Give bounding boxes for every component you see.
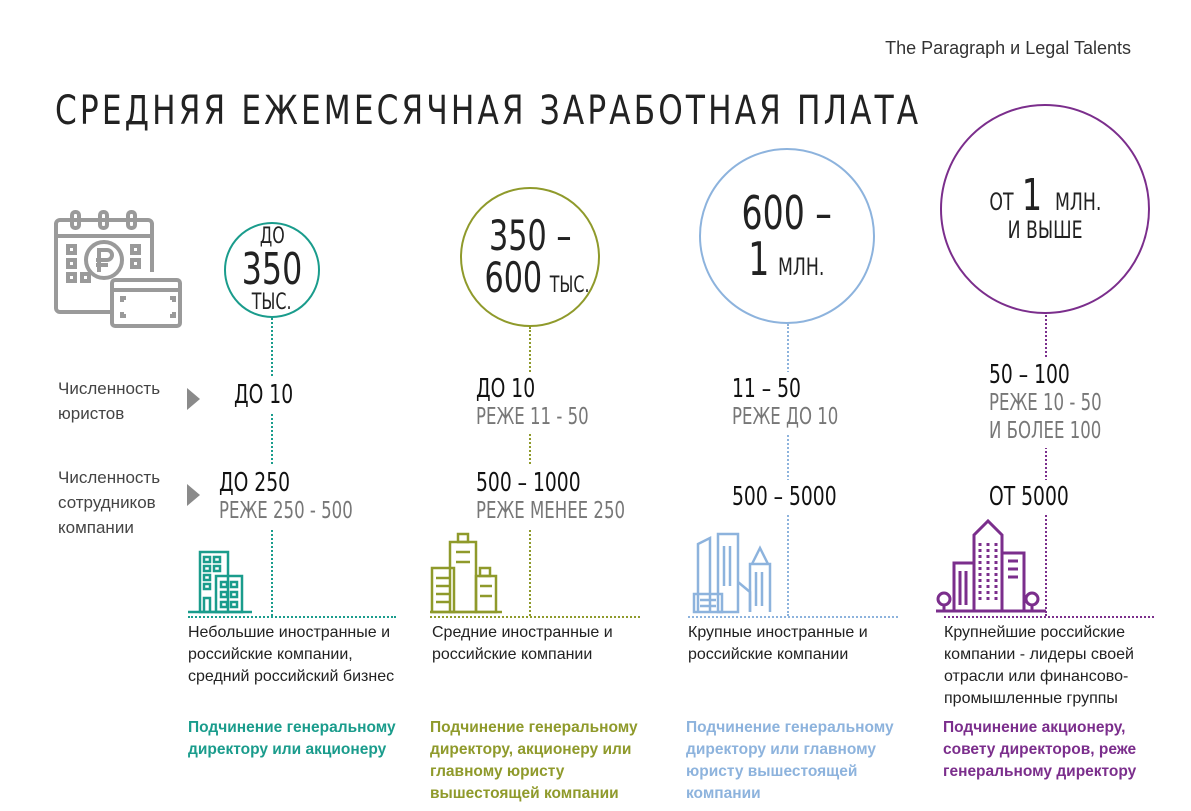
connector-line [787, 324, 789, 616]
page-title-text: СРЕДНЯЯ ЕЖЕМЕСЯЧНАЯ ЗАРАБОТНАЯ ПЛАТА [55, 88, 922, 134]
medium-buildings-icon [430, 532, 502, 614]
value-main: 500 – 5000 [732, 482, 837, 512]
value-sub: РЕЖЕ 10 - 50 [989, 390, 1102, 416]
subordination-3: Подчинение генеральному директору или гл… [686, 719, 894, 802]
salary-prefix: ОТ [989, 188, 1014, 216]
arrow-right-icon [187, 388, 200, 410]
largest-buildings-icon [936, 518, 1046, 613]
large-buildings-icon [692, 532, 772, 614]
value-sub: РЕЖЕ ДО 10 [732, 404, 839, 430]
salary-circle-3: 600 – 1 МЛН. [699, 148, 875, 324]
value-main: 50 – 100 [989, 360, 1070, 390]
salary-value: 600 [484, 253, 543, 302]
company-description-2: Средние иностранные и российские компани… [432, 624, 613, 663]
salary-circle-1: ДО 350 ТЫС. [224, 222, 320, 318]
subordination-1: Подчинение генеральному директору или ак… [188, 719, 396, 758]
small-building-icon [188, 550, 252, 614]
salary-unit: ТЫС. [550, 273, 590, 298]
salary-suffix: И ВЫШЕ [1007, 216, 1083, 244]
salary-value: 1 [1021, 170, 1042, 221]
company-description-3: Крупные иностранные и российские компани… [688, 624, 868, 663]
calendar-ruble-card-icon [54, 210, 182, 328]
salary-value: 350 [241, 244, 303, 295]
baseline [430, 616, 640, 618]
row-label-employees: Численность сотрудников компании [58, 468, 161, 537]
salary-value: 600 – [741, 186, 833, 240]
value-main: 11 – 50 [732, 374, 801, 404]
row-label-lawyers: Численность юристов [58, 379, 161, 423]
value-sub: И БОЛЕЕ 100 [989, 418, 1102, 444]
page-title: СРЕДНЯЯ ЕЖЕМЕСЯЧНАЯ ЗАРАБОТНАЯ ПЛАТА [55, 88, 1166, 134]
value-main: ДО 250 [219, 468, 291, 498]
salary-value: 350 – [488, 211, 572, 260]
baseline [188, 616, 396, 618]
salary-unit: МЛН. [1054, 188, 1102, 216]
lawyers-value-2: ДО 10 РЕЖЕ 11 - 50 [470, 372, 610, 434]
value-sub: РЕЖЕ МЕНЕЕ 250 [476, 498, 626, 524]
baseline [688, 616, 898, 618]
baseline [944, 616, 1154, 618]
salary-unit: ТЫС. [252, 290, 292, 315]
employees-value-1: ДО 250 РЕЖЕ 250 - 500 [213, 466, 353, 528]
salary-value: 1 [748, 232, 770, 286]
lawyers-value-4: 50 – 100 РЕЖЕ 10 - 50 И БОЛЕЕ 100 [983, 358, 1103, 448]
source-credit: The Paragraph и Legal Talents [885, 38, 1131, 58]
value-main: ОТ 5000 [989, 482, 1069, 512]
value-sub: РЕЖЕ 11 - 50 [476, 404, 589, 430]
connector-line [1045, 312, 1047, 616]
employees-value-3: 500 – 5000 [726, 480, 856, 514]
value-sub: РЕЖЕ 250 - 500 [219, 498, 353, 524]
employees-value-4: ОТ 5000 [983, 480, 1093, 514]
salary-unit: МЛН. [778, 253, 825, 281]
subordination-4: Подчинение акционеру, совету директоров,… [943, 719, 1137, 780]
salary-circle-4: ОТ 1 МЛН. И ВЫШЕ [940, 104, 1150, 314]
value-main: 500 – 1000 [476, 468, 581, 498]
company-description-1: Небольшие иностранные и российские компа… [188, 624, 395, 685]
subordination-2: Подчинение генеральному директору, акцио… [430, 719, 638, 802]
lawyers-value-1: ДО 10 [228, 378, 308, 412]
employees-value-2: 500 – 1000 РЕЖЕ МЕНЕЕ 250 [470, 466, 626, 528]
salary-prefix: ДО [259, 224, 285, 249]
company-description-4: Крупнейшие российские компании - лидеры … [944, 624, 1134, 707]
value-main: ДО 10 [476, 374, 536, 404]
lawyers-value-3: 11 – 50 РЕЖЕ ДО 10 [726, 372, 846, 434]
value-main: ДО 10 [234, 380, 294, 410]
arrow-right-icon [187, 484, 200, 506]
salary-circle-2: 350 – 600 ТЫС. [460, 187, 600, 327]
